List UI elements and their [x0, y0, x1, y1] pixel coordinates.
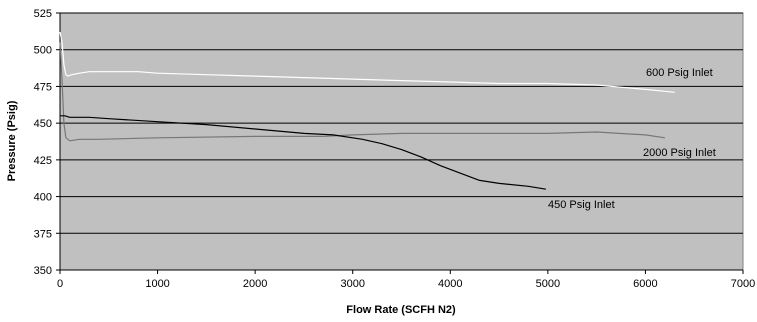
series-line-1 — [59, 42, 665, 142]
y-tick-label-450: 450 — [34, 118, 52, 130]
x-axis-ticks: 0 1000 2000 3000 4000 5000 6000 7000 — [57, 270, 755, 290]
x-tick-label-3000: 3000 — [340, 278, 364, 290]
x-tick-label-0: 0 — [57, 278, 63, 290]
x-tick-label-5000: 5000 — [536, 278, 560, 290]
y-axis-ticks: 350 375 400 425 450 475 500 525 — [34, 8, 60, 277]
x-tick-label-6000: 6000 — [633, 278, 657, 290]
x-tick-label-1000: 1000 — [145, 278, 169, 290]
y-tick-label-375: 375 — [34, 228, 52, 240]
x-tick-label-2000: 2000 — [243, 278, 267, 290]
series-line-0 — [59, 31, 675, 93]
label-2000-psig: 2000 Psig Inlet — [643, 147, 716, 159]
x-tick-label-4000: 4000 — [438, 278, 462, 290]
y-tick-label-525: 525 — [34, 8, 52, 20]
label-600-psig: 600 Psig Inlet — [646, 67, 713, 79]
y-tick-label-500: 500 — [34, 45, 52, 57]
series-line-2 — [60, 115, 546, 190]
series-labels: 600 Psig Inlet 2000 Psig Inlet 450 Psig … — [548, 67, 716, 211]
x-axis-title: Flow Rate (SCFH N2) — [346, 304, 456, 316]
plot-area — [59, 12, 744, 271]
y-axis-title: Pressure (Psig) — [6, 100, 18, 181]
label-450-psig: 450 Psig Inlet — [548, 199, 615, 211]
series-lines — [59, 31, 675, 190]
y-tick-label-400: 400 — [34, 192, 52, 204]
y-tick-label-350: 350 — [34, 265, 52, 277]
y-tick-label-475: 475 — [34, 81, 52, 93]
y-tick-label-425: 425 — [34, 155, 52, 167]
x-tick-label-7000: 7000 — [731, 278, 755, 290]
